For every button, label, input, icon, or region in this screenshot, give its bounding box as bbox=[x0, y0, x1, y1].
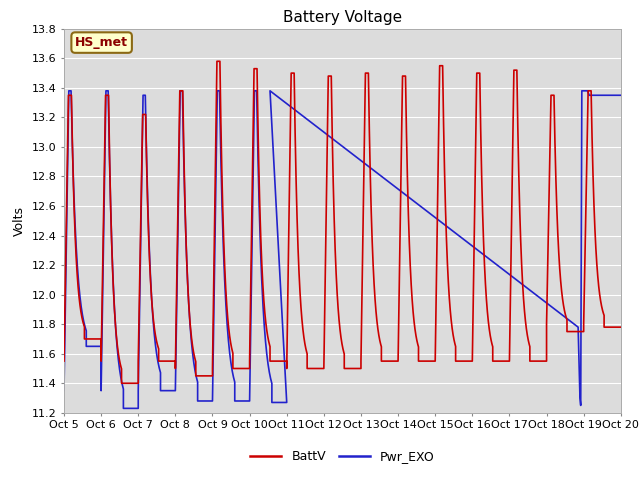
BattV bbox=[617, 324, 625, 330]
Line: Pwr_EXO: Pwr_EXO bbox=[64, 91, 621, 408]
Line: BattV: BattV bbox=[64, 61, 621, 383]
Pwr_EXO bbox=[60, 388, 68, 394]
Title: Battery Voltage: Battery Voltage bbox=[283, 10, 402, 25]
Text: HS_met: HS_met bbox=[75, 36, 128, 49]
Pwr_EXO bbox=[65, 88, 73, 94]
Legend: BattV, Pwr_EXO: BattV, Pwr_EXO bbox=[245, 445, 440, 468]
BattV bbox=[136, 301, 143, 307]
BattV bbox=[511, 67, 519, 73]
Pwr_EXO bbox=[88, 344, 96, 349]
BattV bbox=[213, 59, 221, 64]
BattV bbox=[394, 358, 402, 364]
Pwr_EXO bbox=[103, 88, 111, 94]
BattV bbox=[76, 305, 84, 311]
BattV bbox=[60, 358, 68, 364]
BattV bbox=[353, 366, 360, 372]
Pwr_EXO bbox=[194, 379, 202, 385]
Pwr_EXO bbox=[177, 88, 185, 94]
BattV bbox=[200, 373, 208, 379]
Pwr_EXO bbox=[253, 88, 260, 94]
BattV bbox=[118, 380, 125, 386]
Y-axis label: Volts: Volts bbox=[13, 206, 26, 236]
Pwr_EXO bbox=[617, 92, 625, 98]
Pwr_EXO bbox=[120, 406, 127, 411]
Pwr_EXO bbox=[518, 281, 525, 287]
